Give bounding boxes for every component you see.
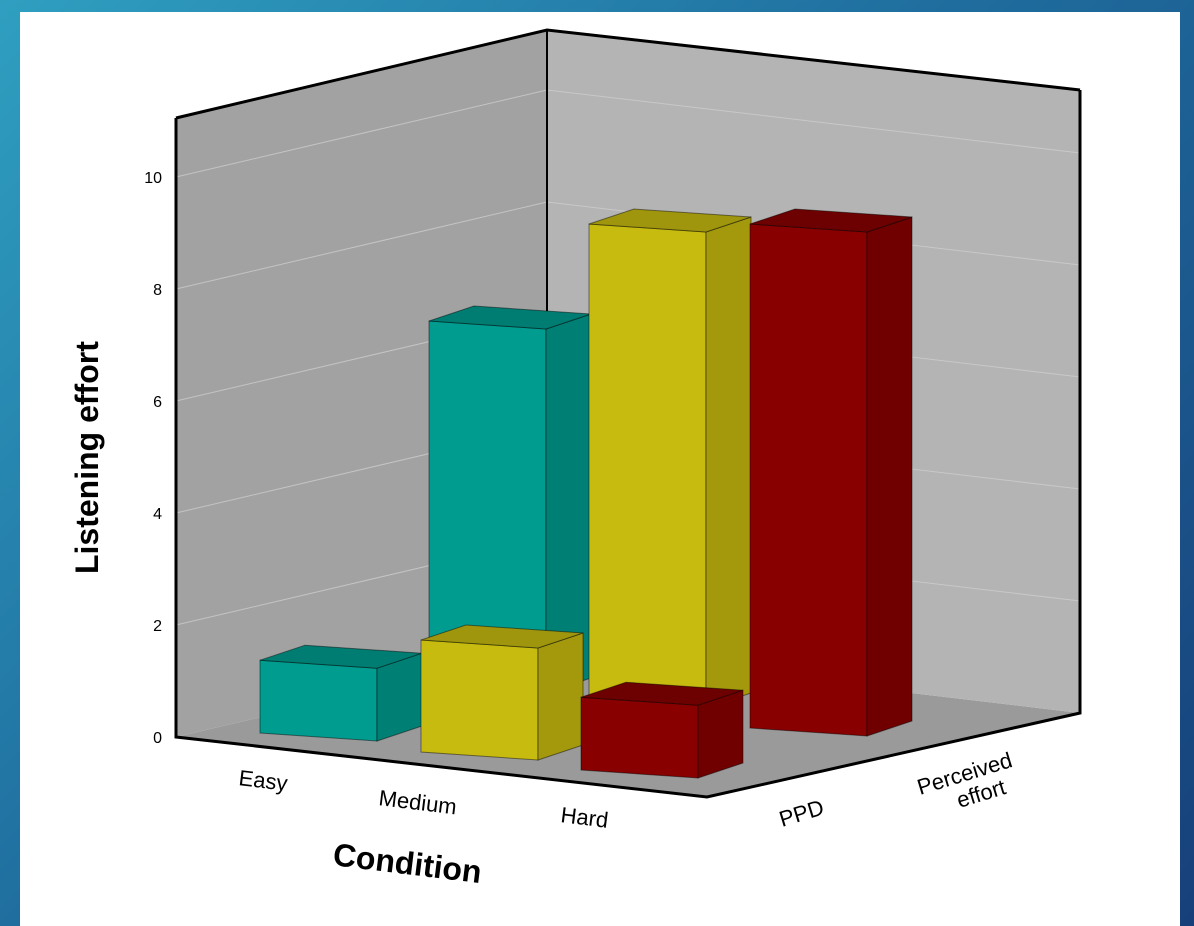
bar-ppd-medium <box>428 305 592 694</box>
x-axis-title: Condition <box>331 836 484 890</box>
depth-label-perceived-effort: Perceivedeffort <box>914 747 1022 822</box>
gridline-back <box>546 89 1081 154</box>
bar-perceived-hard-top <box>580 681 744 706</box>
bar-ppd-hard <box>588 208 752 709</box>
y-axis-ticks: 0 2 4 6 8 10 <box>144 170 162 747</box>
bar-ppd-hard-front <box>588 223 707 709</box>
bar-perceived-medium-top <box>420 624 584 649</box>
y-tick-label: 8 <box>153 282 162 299</box>
category-label-hard: Hard <box>559 802 609 833</box>
category-label-easy: Easy <box>237 765 289 796</box>
category-label-medium: Medium <box>377 785 458 819</box>
bar-perceived-hard <box>580 681 744 779</box>
y-tick-label: 2 <box>153 618 162 635</box>
bars <box>259 208 913 779</box>
bar-perceived-medium-side <box>537 632 584 761</box>
bar-perceived-medium-front <box>420 639 539 761</box>
gridline-side <box>175 89 548 178</box>
bar-perceived-medium <box>420 624 584 761</box>
y-axis-title: Listening effort <box>69 341 105 574</box>
bar-red-tall-side <box>866 216 913 737</box>
bar-red-tall <box>749 208 913 737</box>
bar-ppd-easy <box>259 644 423 742</box>
bar-ppd-hard-top <box>588 208 752 233</box>
bar-ppd-easy-front <box>259 659 378 742</box>
y-tick-label: 4 <box>153 506 162 523</box>
y-tick-label: 6 <box>153 394 162 411</box>
bar-perceived-hard-front <box>580 696 699 779</box>
bar-red-tall-front <box>749 223 868 737</box>
bar-red-tall-top <box>749 208 913 233</box>
gridline-side <box>175 201 548 290</box>
depth-label-ppd: PPD <box>776 795 827 832</box>
y-tick-label: 0 <box>153 730 162 747</box>
y-tick-label: 10 <box>144 170 162 187</box>
bar-ppd-hard-side <box>705 216 752 709</box>
